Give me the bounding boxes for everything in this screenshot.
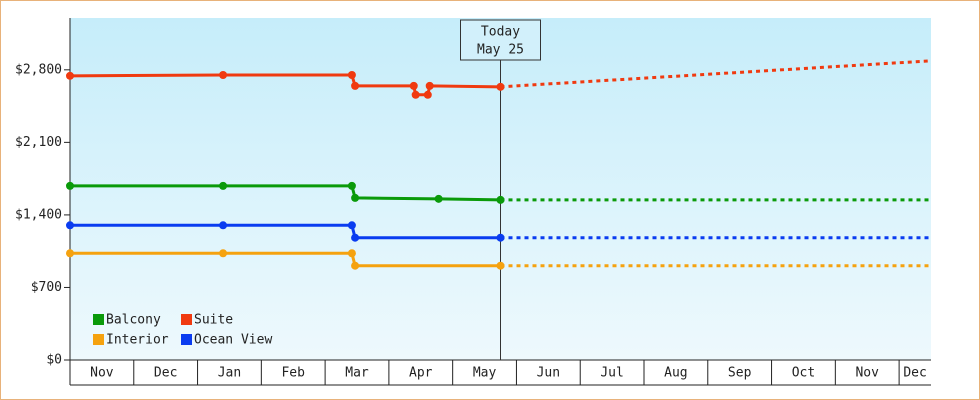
point [496,261,505,270]
x-tick-label: Nov [90,366,114,381]
x-tick-label: Nov [855,366,879,381]
point [496,82,505,91]
point [351,193,360,202]
today-label: May 25 [477,43,524,58]
point [409,81,418,90]
legend-label: Interior [106,333,169,348]
point [351,233,360,242]
x-tick-label: Sep [728,366,752,381]
point [66,221,74,230]
point [347,181,356,190]
legend-label: Balcony [106,313,161,328]
point [66,249,74,258]
x-tick-label: Oct [792,366,815,381]
legend-label: Suite [194,313,233,328]
x-tick-label: Dec [903,366,926,381]
y-tick-label: $1,400 [15,207,62,222]
point [219,71,228,79]
point [347,221,356,230]
point [347,71,356,79]
y-tick-label: $700 [31,280,62,295]
x-tick-label: Jul [600,366,623,381]
point [347,249,356,258]
point [411,90,420,99]
point [219,249,228,258]
legend-swatch [93,334,104,345]
point [66,71,74,80]
x-tick-label: Mar [345,366,369,381]
today-box [460,19,541,61]
point [219,221,228,230]
x-tick-label: Feb [281,366,305,381]
x-tick-label: Jun [537,366,560,381]
legend-label: Ocean View [194,333,272,348]
point [351,81,360,90]
legend-swatch [181,334,192,345]
x-tick-label: Dec [154,366,177,381]
y-tick-label: $2,100 [15,135,62,150]
legend-swatch [93,314,104,325]
point [423,90,432,99]
point [496,195,505,204]
point [496,233,505,242]
x-tick-label: Jan [218,366,241,381]
point [425,81,434,90]
x-tick-label: May [473,366,497,381]
series-line [70,184,501,202]
y-tick-label: $0 [46,353,62,368]
x-tick-label: Aug [664,366,687,381]
y-tick-label: $2,800 [15,62,62,77]
point [434,194,443,203]
point [351,261,360,270]
legend-swatch [181,314,192,325]
point [66,181,74,190]
x-tick-label: Apr [409,366,433,381]
point [219,181,228,190]
today-label: Today [481,25,520,40]
